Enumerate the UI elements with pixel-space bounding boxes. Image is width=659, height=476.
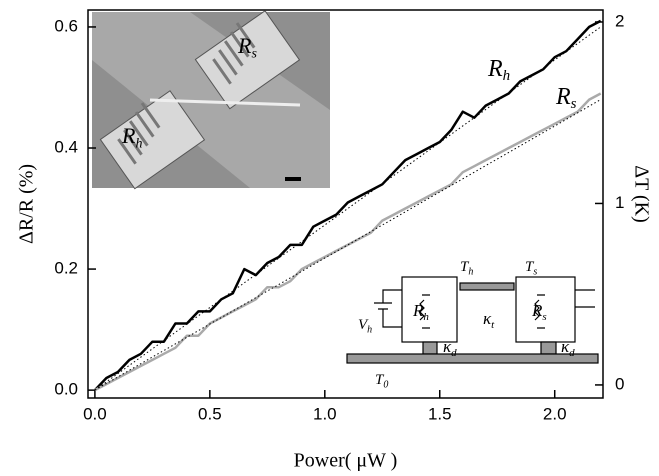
diagram-label-sub: t (491, 319, 495, 331)
diagram-label: Rs (531, 301, 547, 323)
x-tick-label: 1.5 (428, 404, 452, 423)
diagram-label-sub: 0 (383, 380, 388, 391)
x-tick-label: 0.5 (198, 404, 222, 423)
diagram-label: κt (483, 309, 495, 331)
diagram-label: κd (561, 337, 575, 359)
photo-label-text: R (237, 33, 252, 58)
curve-label-sub: s (571, 97, 577, 113)
y2-tick-label: 0 (615, 374, 624, 393)
y-tick-label: 0.0 (54, 380, 78, 399)
diagram-label: Th (460, 259, 473, 277)
diagram-label-text: R (531, 301, 543, 320)
diagram-label-sub: s (533, 267, 537, 278)
photo-label: Rs (237, 33, 257, 62)
diagram-label-text: V (358, 317, 369, 333)
x-axis-label: Power( μW ) (294, 450, 398, 472)
diagram-label-text: T (460, 259, 470, 275)
fit-line (94, 99, 601, 391)
data-line (94, 92, 602, 392)
diagram-label-sub: d (451, 347, 457, 359)
diagram-label: Rh (412, 301, 429, 323)
x-tick-label: 0.0 (83, 404, 107, 423)
diagram-label-text: κ (443, 337, 452, 356)
y-tick-label: 0.2 (54, 259, 78, 278)
y2-axis-label: ΔT (K) (630, 165, 652, 222)
diagram-label-text: T (375, 372, 385, 388)
y2-tick-label: 2 (615, 11, 624, 30)
diagram-label-sub: d (569, 347, 575, 359)
photo-label: Rh (121, 123, 142, 152)
photo-label-sub: h (135, 137, 142, 152)
diagram-label: Ts (525, 259, 537, 277)
x-tick-label: 1.0 (313, 404, 337, 423)
y-axis-label: ΔR/R (%) (16, 164, 38, 244)
inset-diagram (346, 276, 599, 364)
diagram-label: κd (443, 337, 457, 359)
diagram-label-sub: h (468, 267, 473, 278)
y-tick-label: 0.4 (54, 137, 78, 156)
diagram-label-sub: h (423, 311, 429, 323)
y2-tick-label: 1 (615, 193, 624, 212)
curve-label-sub: h (503, 69, 511, 85)
data-line (93, 19, 602, 391)
diagram-label-text: T (525, 259, 535, 275)
curve-label: Rh (487, 56, 510, 85)
x-tick-label: 2.0 (543, 404, 567, 423)
curve-label: Rs (555, 84, 577, 113)
diagram-label: Vh (358, 317, 372, 335)
diagram-label-sub: s (542, 311, 546, 323)
photo-label-sub: s (251, 47, 257, 62)
curve-label-text: R (487, 56, 503, 82)
diagram-label-sub: h (367, 325, 372, 336)
y-tick-label: 0.6 (54, 16, 78, 35)
diagram-label: T0 (375, 372, 388, 390)
diagram-label-text: κ (483, 309, 492, 328)
photo-label-text: R (121, 123, 136, 148)
diagram-label-text: κ (561, 337, 570, 356)
inset-photo (92, 10, 330, 190)
curve-label-text: R (555, 84, 571, 110)
diagram-label-text: R (412, 301, 424, 320)
